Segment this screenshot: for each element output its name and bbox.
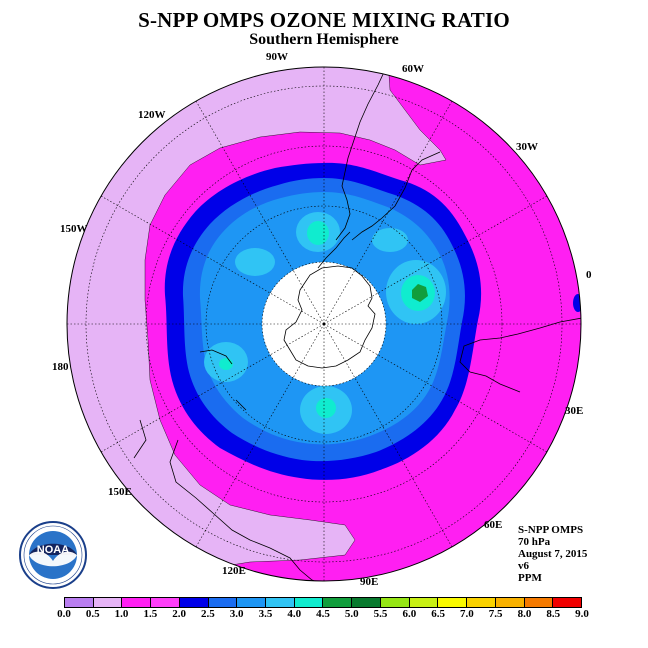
colorbar-swatch [65, 598, 94, 607]
colorbar-swatch [524, 598, 554, 607]
colorbar-tick-label: 4.5 [316, 608, 330, 620]
antarctic-peninsula [317, 231, 351, 269]
longitude-label: 60W [402, 63, 424, 75]
colorbar-swatch [237, 598, 267, 607]
africa-coastline [459, 317, 581, 393]
antarctica-coastline [283, 265, 376, 369]
colorbar-tick-label: 3.0 [229, 608, 244, 620]
colorbar-tick-label: 9.0 [575, 608, 589, 620]
longitude-label: 60E [484, 519, 502, 531]
colorbar-swatch [179, 598, 209, 607]
colorbar-swatch [467, 598, 496, 607]
longitude-label: 30E [565, 405, 583, 417]
colorbar-swatch [151, 598, 180, 607]
colorbar-tick-label: 1.0 [114, 608, 129, 620]
longitude-label: 180 [52, 361, 69, 373]
colorbar-swatch [352, 598, 381, 607]
longitude-label: 0 [586, 269, 592, 281]
ozone-blob-green [412, 284, 428, 302]
colorbar-swatch [553, 598, 581, 607]
longitude-labels: 0 30E 60E 90E 120E 150E 180 150W 120W 90W 60W 30W [52, 51, 592, 588]
colorbar-swatch [380, 598, 410, 607]
colorbar-tick-label: 6.5 [431, 608, 445, 620]
page-title: S-NPP OMPS OZONE MIXING RATIO [138, 8, 510, 32]
colorbar-tick-label: 4.0 [287, 608, 302, 620]
info-units: PPM [518, 572, 542, 584]
colorbar-tick-label: 0.5 [85, 608, 100, 620]
longitude-label: 150W [60, 223, 88, 235]
ozone-blob-teal [219, 358, 233, 370]
colorbar-swatch [122, 598, 152, 607]
colorbar-tick-label: 7.5 [488, 608, 503, 620]
info-level: 70 hPa [518, 536, 551, 548]
latitude-circle [205, 205, 443, 443]
info-block: S-NPP OMPS 70 hPa August 7, 2015 v6 PPM [518, 524, 587, 584]
longitude-label: 90W [266, 51, 288, 63]
longitude-label: 150E [108, 486, 132, 498]
colorbar-tick-label: 2.0 [172, 608, 186, 620]
australia-coastline [169, 439, 326, 581]
colorbar-swatch [409, 598, 439, 607]
colorbar-ticks: 0.0 0.5 1.0 1.5 2.0 2.5 3.0 3.5 4.0 4.5 5.0 5.5 6.0 6… [0, 608, 648, 624]
colorbar-tick-label: 1.5 [143, 608, 158, 620]
colorbar-tick-label: 5.5 [373, 608, 388, 620]
longitude-label: 90E [360, 576, 378, 588]
colorbar-tick-label: 2.5 [201, 608, 215, 620]
south-america-coastline [335, 69, 386, 241]
new-zealand-coastline [133, 349, 247, 459]
colorbar-tick-label: 3.5 [258, 608, 273, 620]
colorbar-tick-label: 6.0 [402, 608, 417, 620]
colorbar-swatch [266, 598, 295, 607]
colorbar-swatch [438, 598, 468, 607]
longitude-label: 120E [222, 565, 246, 577]
ozone-blob-teal [316, 398, 336, 418]
longitude-label: 120W [138, 109, 166, 121]
colorbar-tick-label: 8.0 [517, 608, 532, 620]
info-date: August 7, 2015 [518, 548, 588, 560]
ozone-blob-teal [307, 221, 329, 245]
latitude-circle [261, 261, 387, 387]
ozone-field-lavender [67, 67, 447, 581]
colorbar-tick-label: 8.5 [546, 608, 561, 620]
noaa-logo: NOAA [19, 521, 87, 589]
south-america-coastline [351, 151, 441, 241]
ozone-blob-blue-edge [573, 294, 581, 312]
colorbar-swatch [294, 598, 324, 607]
latitude-circle [145, 145, 503, 503]
meridian-lines [67, 67, 581, 581]
page-subtitle: Southern Hemisphere [249, 31, 399, 48]
logo-text: NOAA [37, 544, 69, 556]
colorbar-tick-label: 0.0 [57, 608, 71, 620]
colorbar-swatch [323, 598, 353, 607]
info-version: v6 [518, 560, 529, 572]
colorbar-tick-label: 7.0 [460, 608, 474, 620]
pole-marker [322, 322, 326, 326]
colorbar-swatch [208, 598, 238, 607]
map-border [66, 66, 582, 582]
colorbar-swatch [495, 598, 525, 607]
longitude-label: 30W [516, 141, 538, 153]
colorbar [64, 597, 582, 608]
colorbar-swatch [93, 598, 123, 607]
ozone-blob-cyan [235, 248, 275, 276]
info-instrument: S-NPP OMPS [518, 524, 584, 536]
ozone-blob-cyan [372, 228, 408, 252]
colorbar-tick-label: 5.0 [344, 608, 359, 620]
